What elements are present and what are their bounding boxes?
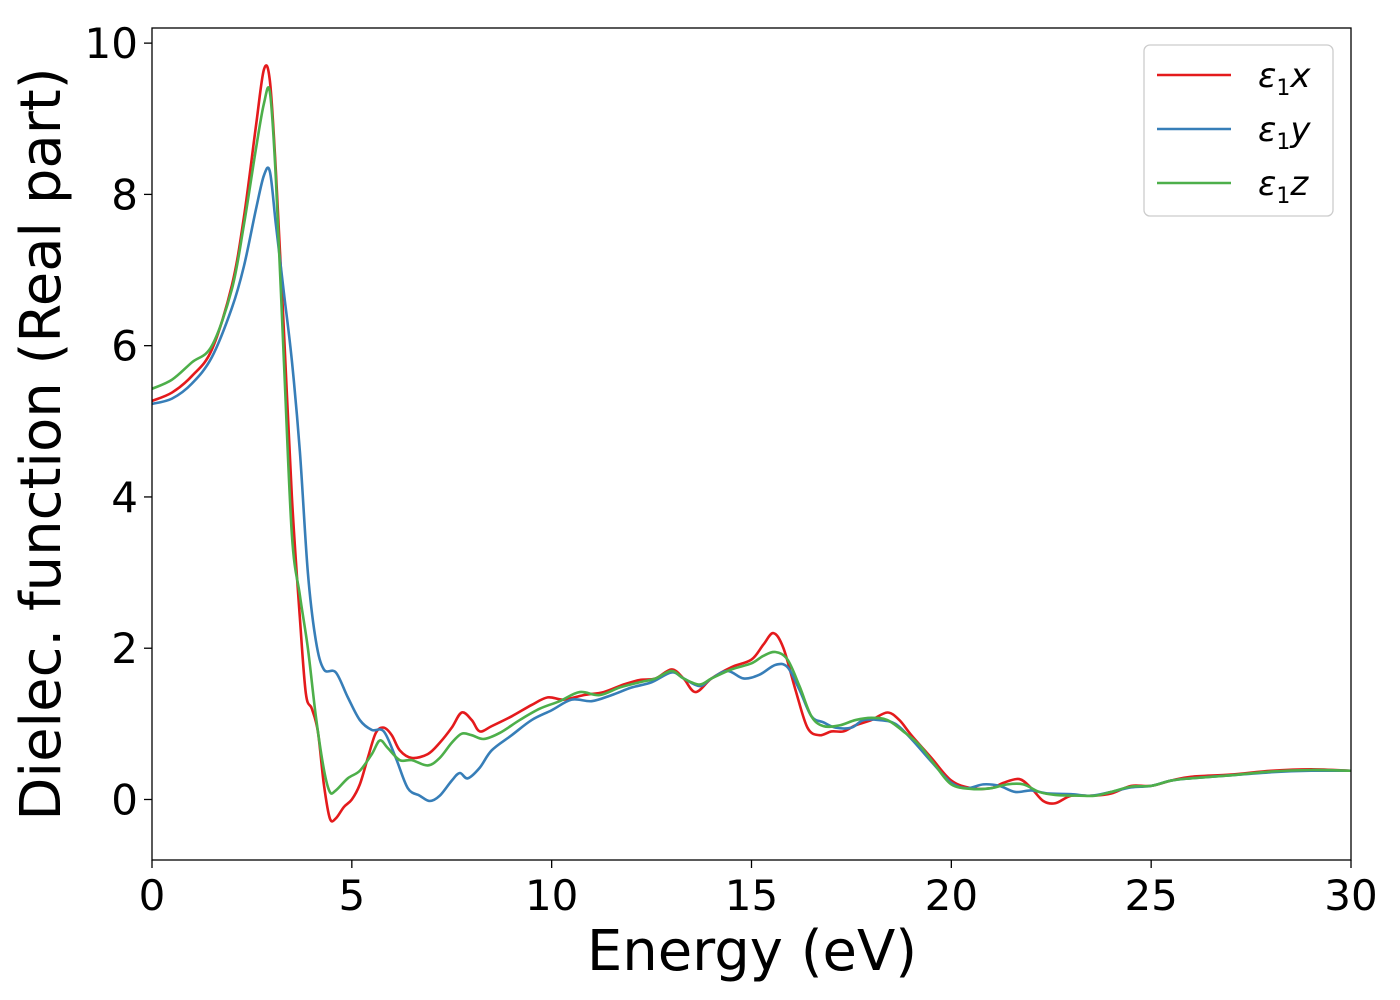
x-tick-label: 30 [1324, 871, 1377, 920]
x-tick-label: 20 [925, 871, 978, 920]
y-tick-label: 4 [111, 473, 138, 522]
y-tick-label: 10 [85, 19, 138, 68]
legend-label-y: ε1y [1258, 110, 1311, 155]
legend-label-x: ε1x [1258, 56, 1311, 101]
x-tick-label: 15 [725, 871, 778, 920]
legend-box [1143, 44, 1334, 217]
x-axis-label: Energy (eV) [587, 919, 917, 984]
y-tick-label: 6 [111, 322, 138, 371]
ticks-layer: 0 5 10 15 20 25 30 0 2 4 6 8 10 [85, 19, 1378, 920]
x-tick-label: 10 [525, 871, 578, 920]
series-line-z [152, 86, 1351, 798]
x-tick-label: 5 [338, 871, 365, 920]
y-tick-label: 0 [111, 775, 138, 824]
series-layer [152, 64, 1351, 823]
series-line-x [152, 64, 1351, 823]
legend-label-z: ε1z [1258, 164, 1309, 209]
legend[interactable]: ε1x ε1y ε1z [1143, 44, 1334, 217]
x-tick-label: 0 [139, 871, 166, 920]
x-tick-label: 25 [1124, 871, 1177, 920]
y-tick-label: 8 [111, 170, 138, 219]
y-axis-label: Dielec. function (Real part) [9, 67, 74, 820]
series-line-y [152, 166, 1351, 803]
y-tick-label: 2 [111, 624, 138, 673]
